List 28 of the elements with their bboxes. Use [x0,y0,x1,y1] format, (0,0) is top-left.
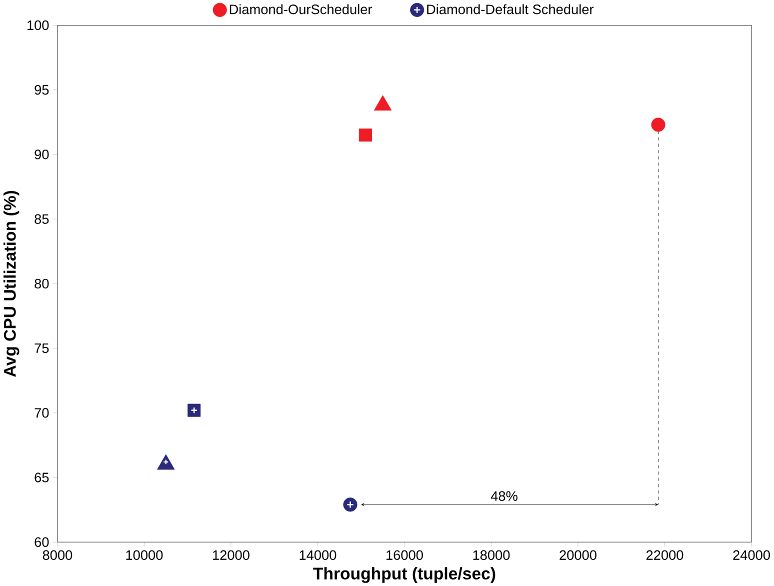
x-tick-label: 12000 [213,550,250,560]
legend-label: Diamond-Default Scheduler [427,4,594,14]
y-tick-label: 100 [28,20,49,30]
point [358,128,372,142]
y-tick-label: 75 [34,343,49,353]
y-axis-title: Avg CPU Utilization (%) [4,190,20,377]
x-tick-label: 22000 [646,550,684,560]
point [157,454,175,470]
annotation: 48% [490,491,518,501]
point [188,404,201,417]
x-tick-label: 10000 [126,550,163,560]
y-tick-label: 90 [34,149,49,160]
x-tick-label: 18000 [473,550,510,560]
x-tick-label: 24000 [733,550,770,560]
y-tick-label: 65 [34,472,49,482]
y-tick-label: 70 [34,408,49,418]
y-tick-label: 80 [34,278,49,288]
point [651,118,666,132]
x-tick-label: 16000 [386,550,423,560]
x-axis-title: Throughput (tuple/sec) [313,566,496,583]
legend-label: Diamond-OurScheduler [230,4,372,14]
x-tick-label: 20000 [560,550,596,560]
y-tick-label: 60 [34,537,49,547]
x-tick-label: 8000 [42,550,72,560]
y-tick-label: 85 [34,214,49,224]
point [343,497,358,512]
y-tick-label: 95 [34,84,49,94]
x-tick-label: 14000 [300,550,336,560]
